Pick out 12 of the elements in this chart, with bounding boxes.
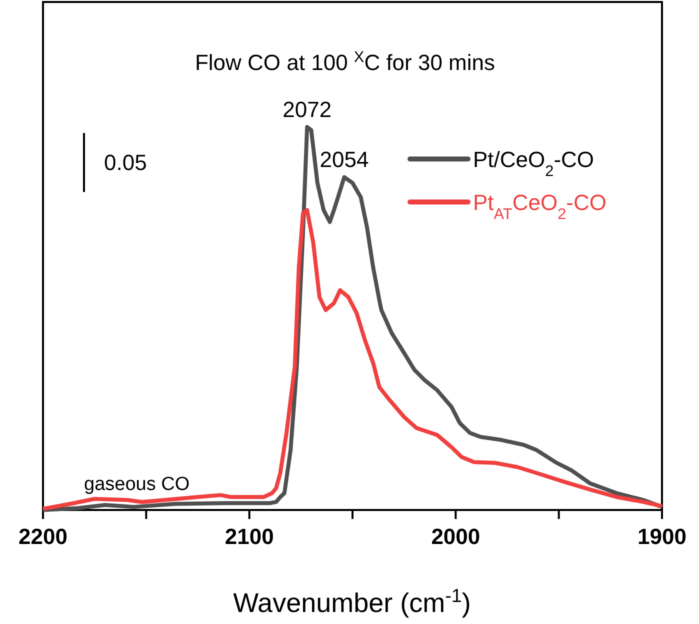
legend-label: Pt/CeO$_{2}$-CO bbox=[473, 147, 594, 180]
x-tick-label: 2100 bbox=[224, 524, 274, 549]
x-tick-label: 2200 bbox=[18, 524, 68, 549]
legend-label: Pt$_{AT}$CeO$_{2}$-CO bbox=[473, 190, 606, 222]
x-axis-title: Wavenumber (cm$^{-1}$) bbox=[233, 586, 471, 618]
annotation: 2072 bbox=[282, 97, 332, 122]
annotation: gaseous CO bbox=[84, 474, 190, 495]
chart-title: Flow CO at 100 $^{X}$C for 30 mins bbox=[194, 48, 496, 75]
x-tick-label: 1900 bbox=[638, 524, 686, 549]
annotation: 0.05 bbox=[104, 150, 147, 175]
annotation: 2054 bbox=[320, 147, 369, 172]
x-tick-label: 2000 bbox=[431, 524, 480, 549]
